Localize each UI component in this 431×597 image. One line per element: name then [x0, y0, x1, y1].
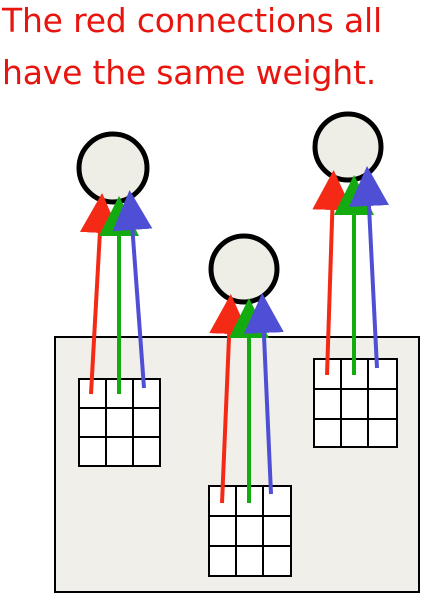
red-connection — [209, 294, 250, 504]
output-neuron — [76, 131, 150, 205]
caption-line-2: have the same weight. — [2, 53, 377, 92]
blue-connection — [243, 293, 284, 495]
filter-grid — [78, 378, 161, 467]
output-neuron — [312, 111, 384, 183]
blue-connection — [112, 190, 153, 389]
output-neuron — [208, 233, 280, 305]
middle-unit — [208, 233, 292, 577]
caption-line-1: The red connections all — [2, 1, 382, 40]
blue-connection — [349, 166, 389, 369]
red-connection — [312, 170, 353, 376]
left-unit — [76, 131, 161, 467]
right-unit — [312, 111, 398, 448]
red-connection — [79, 193, 120, 395]
